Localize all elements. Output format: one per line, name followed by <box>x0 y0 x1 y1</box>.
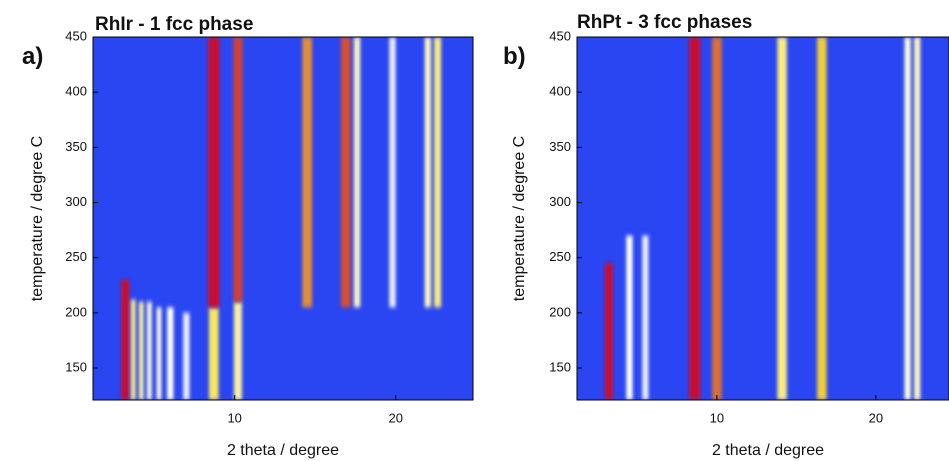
peak <box>138 301 144 400</box>
y-tick-label: 350 <box>549 139 571 154</box>
peak <box>817 37 827 400</box>
peak <box>208 307 219 400</box>
x-tick-label: 20 <box>869 410 883 425</box>
peak <box>156 307 162 400</box>
peak <box>130 299 136 400</box>
x-axis-label: 2 theta / degree <box>712 442 824 459</box>
x-axis-label: 2 theta / degree <box>227 442 339 459</box>
plot-frame <box>92 36 474 401</box>
x-tick-label: 10 <box>710 410 724 425</box>
peak <box>642 235 649 400</box>
peak <box>340 37 351 308</box>
plot-area <box>577 37 949 400</box>
peak <box>914 37 921 400</box>
y-tick-label: 300 <box>549 194 571 209</box>
peak <box>604 263 613 400</box>
peak <box>424 37 432 308</box>
y-axis-label: temperature / degree C <box>29 136 46 301</box>
y-tick-label: 450 <box>65 28 87 43</box>
peak <box>121 279 130 400</box>
y-tick-label: 150 <box>549 359 571 374</box>
peak <box>183 312 190 400</box>
plot-area <box>93 37 473 400</box>
plot-background <box>93 37 473 400</box>
x-tick-label: 10 <box>227 410 241 425</box>
y-tick-label: 200 <box>549 304 571 319</box>
peak <box>208 37 220 308</box>
y-tick-label: 400 <box>549 84 571 99</box>
y-tick-label: 350 <box>65 139 87 154</box>
y-tick-label: 450 <box>549 28 571 43</box>
y-axis-label: temperature / degree C <box>511 136 528 301</box>
panel-label: a) <box>22 43 43 70</box>
chart-title: RhIr - 1 fcc phase <box>95 14 253 35</box>
peak <box>233 301 242 400</box>
peak <box>434 37 442 308</box>
peak <box>353 37 361 308</box>
y-tick-label: 200 <box>65 304 87 319</box>
y-tick-label: 400 <box>65 84 87 99</box>
y-tick-label: 150 <box>65 359 87 374</box>
peak <box>389 37 396 308</box>
x-tick-label: 20 <box>388 410 402 425</box>
peak <box>302 37 312 308</box>
peak <box>904 37 911 400</box>
peak <box>146 301 152 400</box>
peak <box>167 307 174 400</box>
plot-frame <box>576 36 949 401</box>
peak <box>233 37 243 302</box>
y-tick-label: 300 <box>65 194 87 209</box>
y-tick-label: 250 <box>65 249 87 264</box>
peak <box>777 37 787 400</box>
peak <box>712 37 722 400</box>
plot-background <box>577 37 949 400</box>
chart-title: RhPt - 3 fcc phases <box>577 12 752 33</box>
y-tick-label: 250 <box>549 249 571 264</box>
panel-label: b) <box>503 43 526 70</box>
peak <box>689 37 701 400</box>
peak <box>626 235 633 400</box>
